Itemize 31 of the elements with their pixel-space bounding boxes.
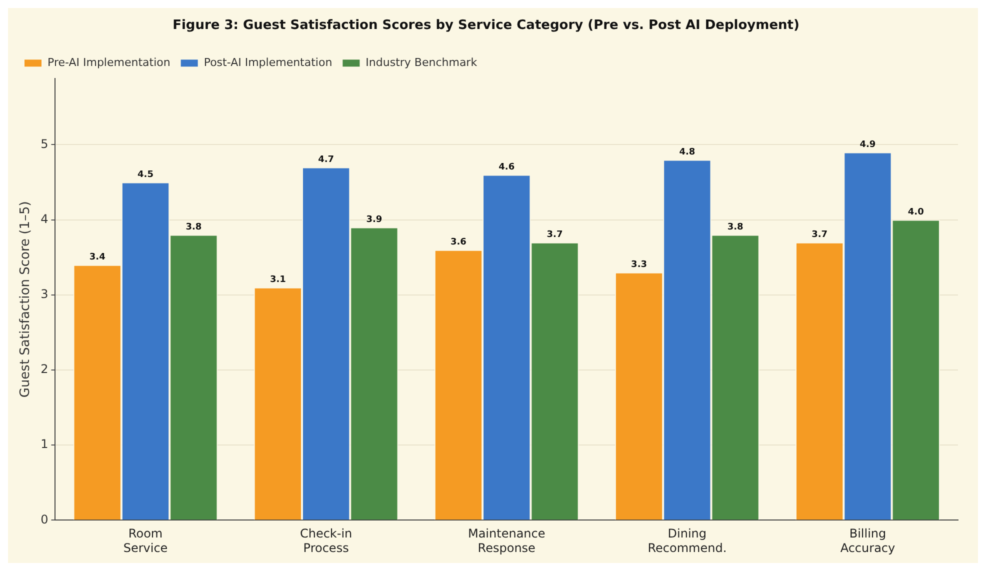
data-label: 3.8 <box>727 222 744 233</box>
data-label: 3.6 <box>450 238 466 248</box>
x-tick-label: Maintenance Response <box>468 526 546 555</box>
y-tick-label: 2 <box>40 362 48 376</box>
data-label: 3.3 <box>631 260 647 270</box>
data-label: 4.0 <box>908 208 924 218</box>
y-tick-label: 1 <box>40 437 48 452</box>
data-label: 4.9 <box>860 140 876 150</box>
x-tick-label: Billing Accuracy <box>840 526 896 555</box>
y-tick-label: 5 <box>40 136 48 151</box>
data-label: 4.8 <box>679 148 696 158</box>
y-tick-label: 3 <box>40 287 48 302</box>
data-label: 3.7 <box>812 230 828 240</box>
x-tick-label: Dining Recommend. <box>648 526 727 555</box>
chart-title: Figure 3: Guest Satisfaction Scores by Service Category (Pre vs. Post AI Deployment) <box>172 18 800 34</box>
legend-label: Post-AI Implementation <box>204 56 332 69</box>
x-tick-label: Room Service <box>123 526 168 555</box>
y-tick-label: 4 <box>40 212 48 226</box>
legend-label: Industry Benchmark <box>366 56 478 69</box>
data-label: 4.6 <box>498 162 515 173</box>
data-label: 3.4 <box>89 252 106 263</box>
y-tick-label: 0 <box>40 512 48 526</box>
data-label: 3.7 <box>546 230 563 240</box>
y-axis-title: Guest Satisfaction Score (1–5) <box>18 201 34 398</box>
data-label: 3.1 <box>270 275 286 286</box>
legend-label: Pre-AI Implementation <box>48 56 170 69</box>
data-label: 4.5 <box>138 170 154 180</box>
data-label: 3.9 <box>366 215 382 226</box>
data-label: 4.7 <box>318 155 334 166</box>
data-label: 3.8 <box>186 222 202 233</box>
x-tick-label: Check-in Process <box>300 526 352 555</box>
